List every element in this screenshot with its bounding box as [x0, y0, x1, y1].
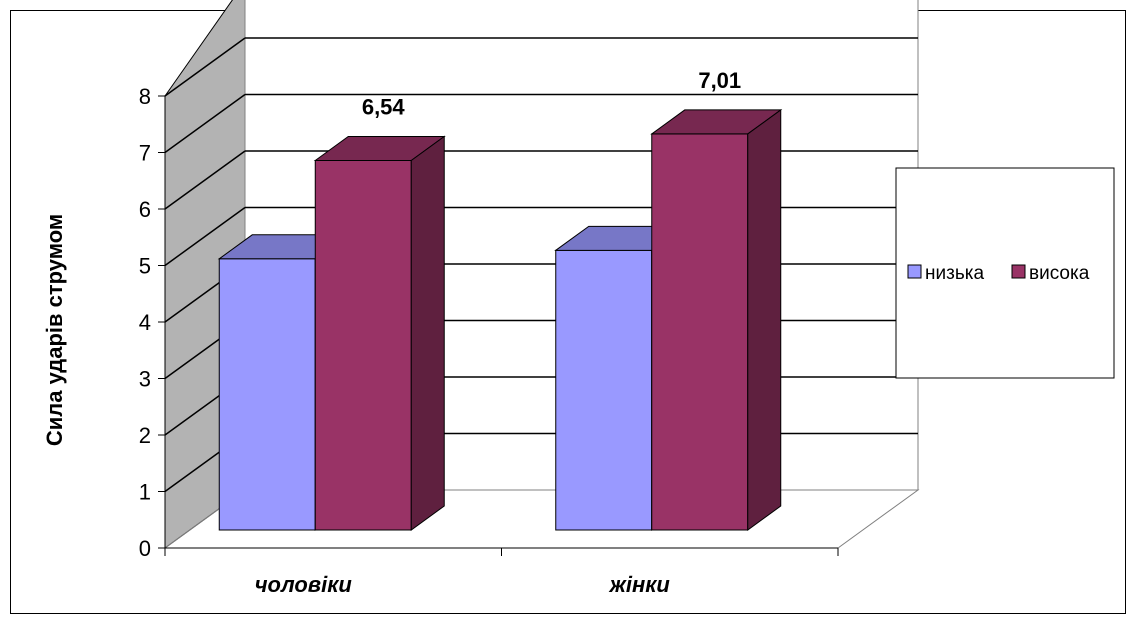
data-label: 7,01: [698, 68, 741, 93]
y-tick-label: 5: [139, 254, 151, 279]
y-tick-label: 3: [139, 367, 151, 392]
labels: чоловіки жінки 6,54 7,01: [255, 68, 741, 597]
gridline-diagonal: [164, 206, 246, 267]
legend-entry-1: висока: [1029, 263, 1090, 284]
x-tick-label: чоловіки: [255, 572, 353, 597]
bar-1-1: [650, 108, 783, 531]
gridline-diagonal: [164, 93, 246, 154]
gridline-diagonal: [164, 37, 246, 97]
bar-front: [651, 133, 749, 531]
y-tick-label: 8: [139, 84, 151, 109]
data-label: 6,54: [362, 94, 406, 119]
y-tick-label: 6: [139, 197, 151, 222]
axes: 0 1 2 3 4 5 6 7 8: [139, 84, 839, 561]
legend-swatch-1: [1011, 264, 1026, 279]
y-tick-label: 1: [139, 480, 151, 505]
bar-side: [410, 135, 445, 531]
bar-front: [314, 159, 412, 531]
y-tick-label: 4: [139, 310, 151, 335]
gridline-diagonal: [164, 150, 246, 210]
legend-box: [895, 167, 1115, 379]
legend: низька висока: [895, 167, 1115, 379]
y-tick-label: 0: [139, 536, 151, 561]
bar-side: [747, 108, 782, 531]
y-axis-label: Сила ударів струмом: [42, 214, 67, 446]
y-tick-label: 7: [139, 141, 151, 166]
bar-0-1: [313, 135, 446, 531]
x-tick-label: жінки: [609, 572, 671, 597]
bar-front: [218, 258, 316, 531]
legend-entry-0: низька: [925, 263, 984, 284]
legend-swatch-0: [907, 264, 922, 279]
bar-front: [555, 249, 653, 531]
y-tick-label: 2: [139, 423, 151, 448]
bars: [217, 108, 783, 531]
